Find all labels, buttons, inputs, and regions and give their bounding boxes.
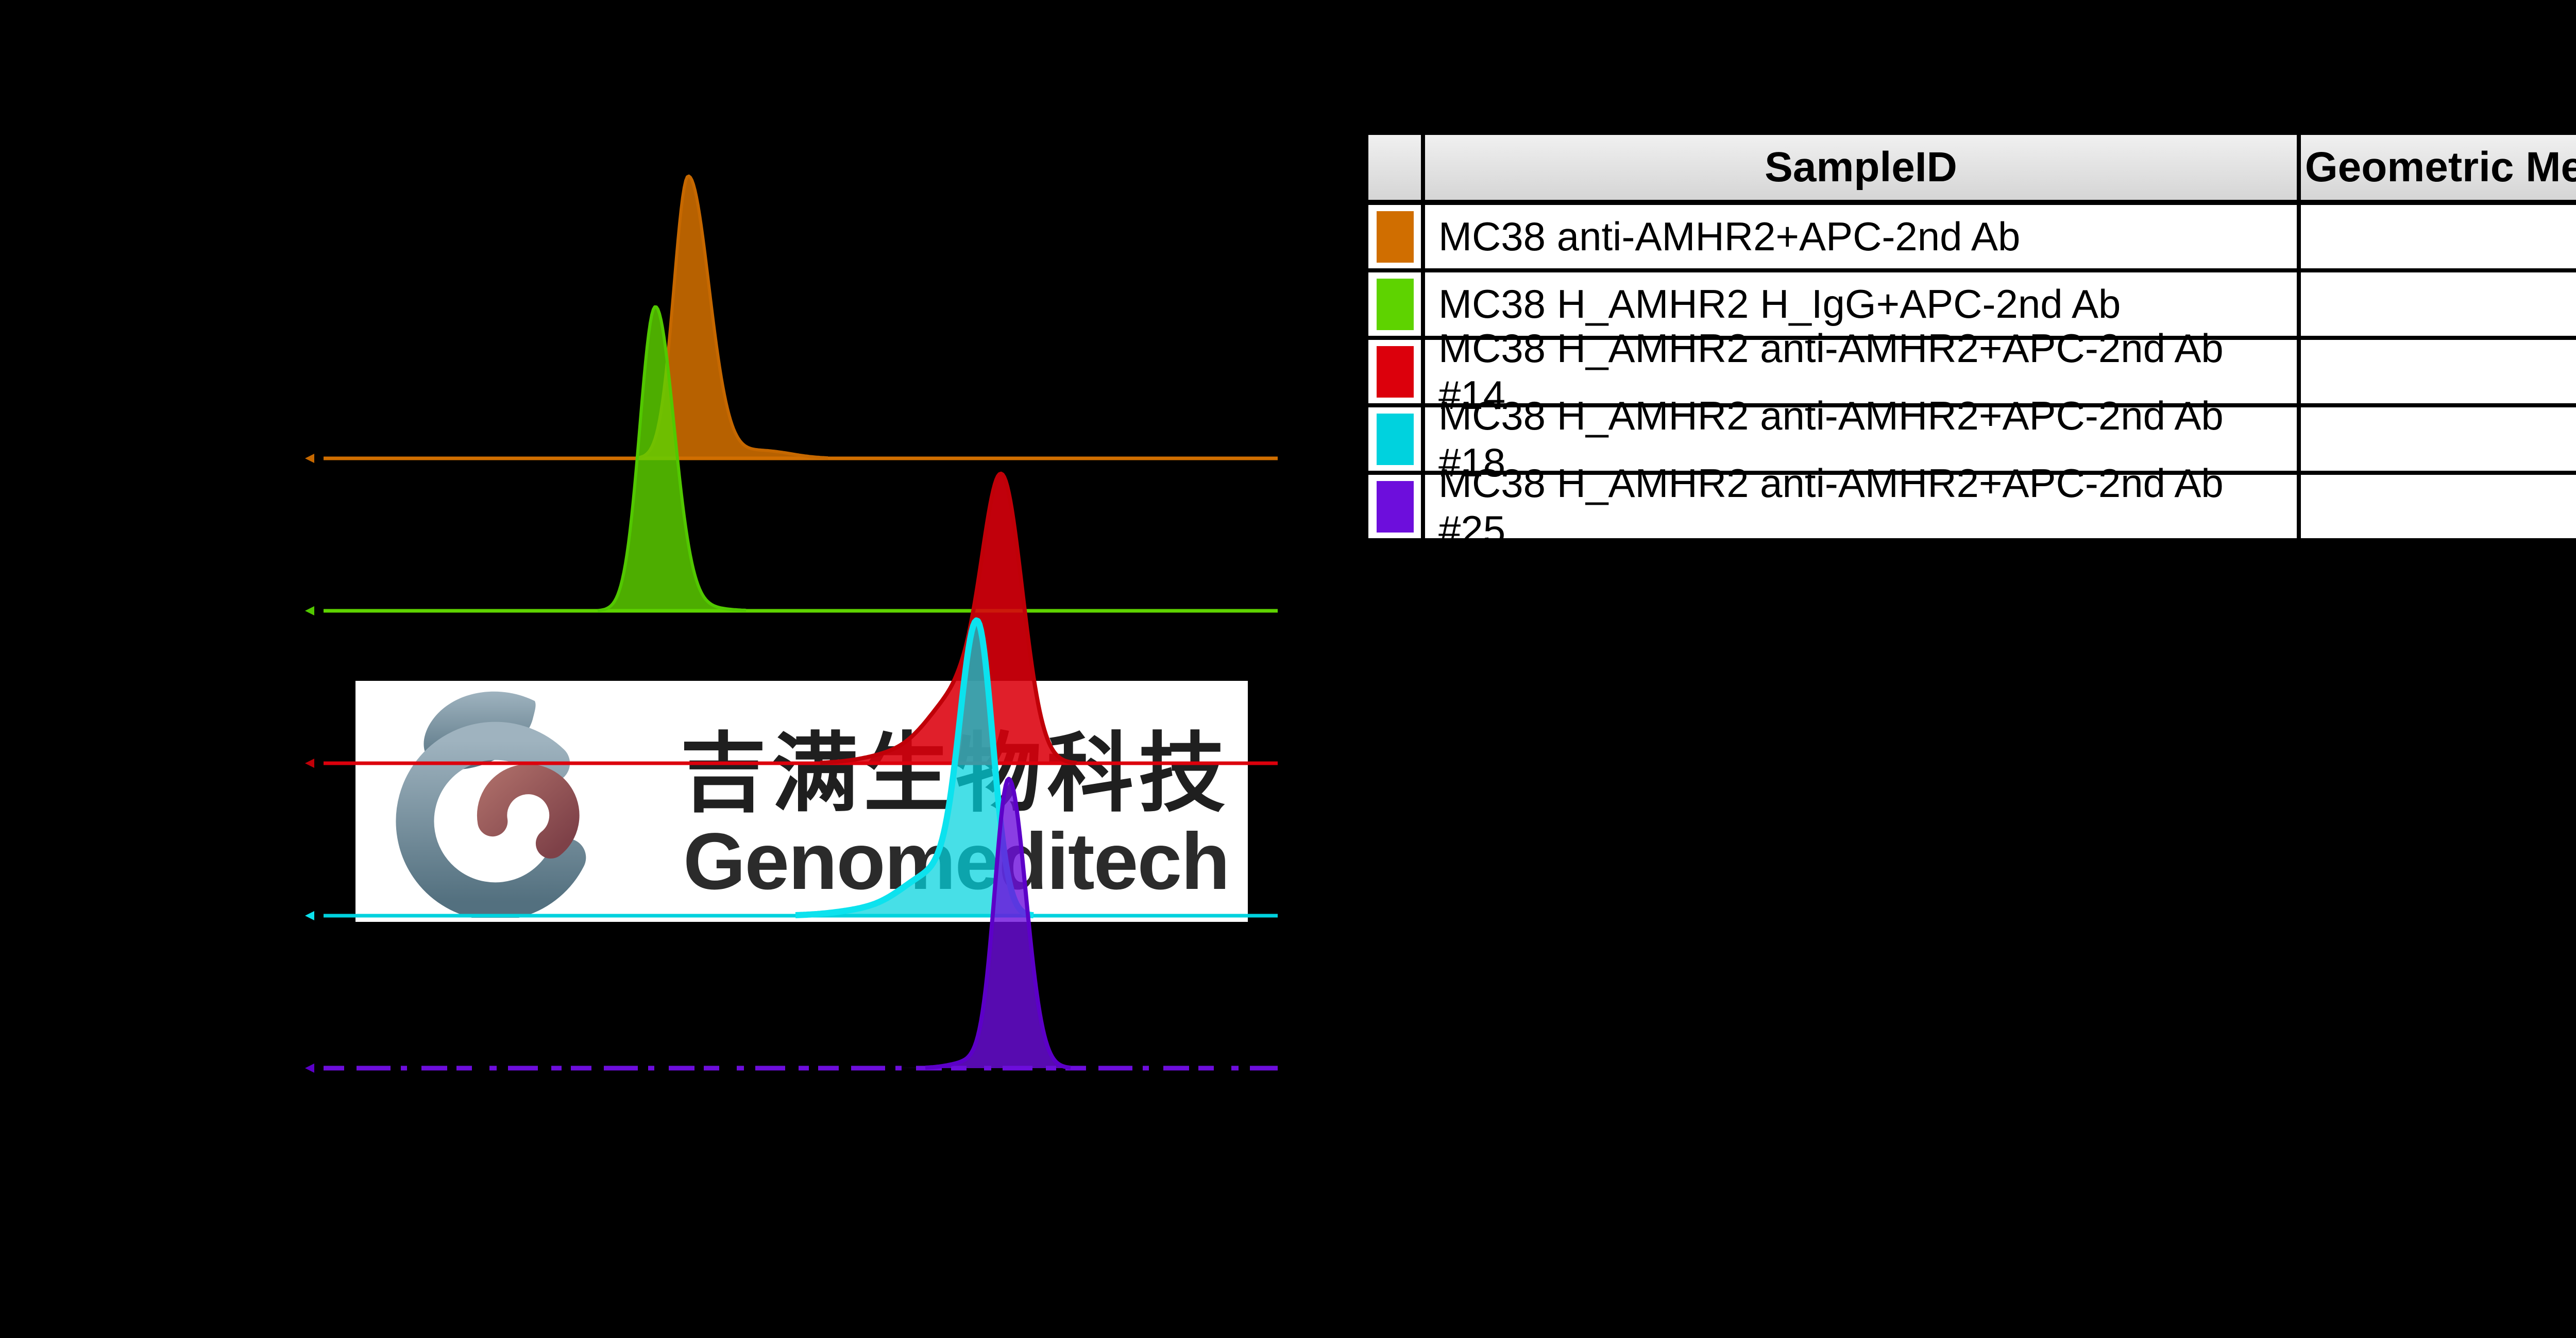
legend-geomean-value: 1.01E6 bbox=[2301, 340, 2576, 403]
legend-rows: MC38 anti-AMHR2+APC-2nd Ab1855MC38 H_AMH… bbox=[1368, 205, 2576, 553]
histogram-outline-orange bbox=[636, 174, 828, 460]
legend-row-2[interactable]: MC38 H_AMHR2 H_IgG+APC-2nd Ab946 bbox=[1368, 268, 2576, 336]
legend-sample-name: MC38 anti-AMHR2+APC-2nd Ab bbox=[1425, 205, 2301, 268]
histogram-orange bbox=[305, 174, 1278, 463]
series-color-swatch bbox=[1377, 346, 1414, 398]
series-color-swatch bbox=[1377, 481, 1414, 533]
histogram-green bbox=[305, 305, 1278, 615]
legend-row-3[interactable]: MC38 H_AMHR2 anti-AMHR2+APC-2nd Ab #141.… bbox=[1368, 325, 2576, 418]
legend-geomean-value: 1855 bbox=[2301, 205, 2576, 268]
watermark: 吉满生物科技 Genomeditech bbox=[355, 681, 1248, 922]
baseline-start-tick bbox=[305, 911, 314, 920]
series-color-swatch bbox=[1377, 278, 1414, 330]
series-color-swatch bbox=[1377, 413, 1414, 465]
legend-row-4[interactable]: MC38 H_AMHR2 anti-AMHR2+APC-2nd Ab #186.… bbox=[1368, 393, 2576, 485]
legend-swatch-cell bbox=[1368, 340, 1425, 403]
baseline-start-tick bbox=[305, 759, 314, 768]
histogram-fill-orange bbox=[319, 176, 1278, 458]
genomeditech-logo-icon bbox=[396, 691, 586, 918]
legend-geomean-value: 946 bbox=[2301, 272, 2576, 336]
legend-header-row: SampleID Geometric Mean : FL11-H bbox=[1368, 135, 2576, 205]
baseline-start-tick bbox=[305, 454, 314, 463]
legend-geomean-value: 6.89E5 bbox=[2301, 407, 2576, 471]
legend-header-swatch-cell bbox=[1368, 135, 1425, 200]
histogram-outline-green bbox=[597, 305, 747, 612]
watermark-brand-chinese: 吉满生物科技 bbox=[680, 725, 1230, 822]
histogram-fill-green bbox=[319, 306, 1278, 611]
watermark-brand-english: Genomeditech bbox=[683, 817, 1230, 906]
legend-header-sampleid: SampleID bbox=[1425, 135, 2301, 200]
legend-geomean-value: 1.27E6 bbox=[2301, 475, 2576, 538]
legend-row-5[interactable]: MC38 H_AMHR2 anti-AMHR2+APC-2nd Ab #251.… bbox=[1368, 460, 2576, 553]
series-color-swatch bbox=[1377, 211, 1414, 263]
baseline-start-tick bbox=[305, 606, 314, 615]
legend-swatch-cell bbox=[1368, 475, 1425, 538]
legend-swatch-cell bbox=[1368, 407, 1425, 471]
baseline-start-tick bbox=[305, 1063, 314, 1073]
legend-swatch-cell bbox=[1368, 205, 1425, 268]
legend-sample-name: MC38 H_AMHR2 H_IgG+APC-2nd Ab bbox=[1425, 272, 2301, 336]
legend-table: SampleID Geometric Mean : FL11-H MC38 an… bbox=[1363, 130, 2576, 553]
legend-swatch-cell bbox=[1368, 272, 1425, 336]
legend-row-1[interactable]: MC38 anti-AMHR2+APC-2nd Ab1855 bbox=[1368, 205, 2576, 268]
legend-sample-name: MC38 H_AMHR2 anti-AMHR2+APC-2nd Ab #25 bbox=[1425, 460, 2301, 553]
legend-header-geomean: Geometric Mean : FL11-H bbox=[2304, 144, 2576, 191]
